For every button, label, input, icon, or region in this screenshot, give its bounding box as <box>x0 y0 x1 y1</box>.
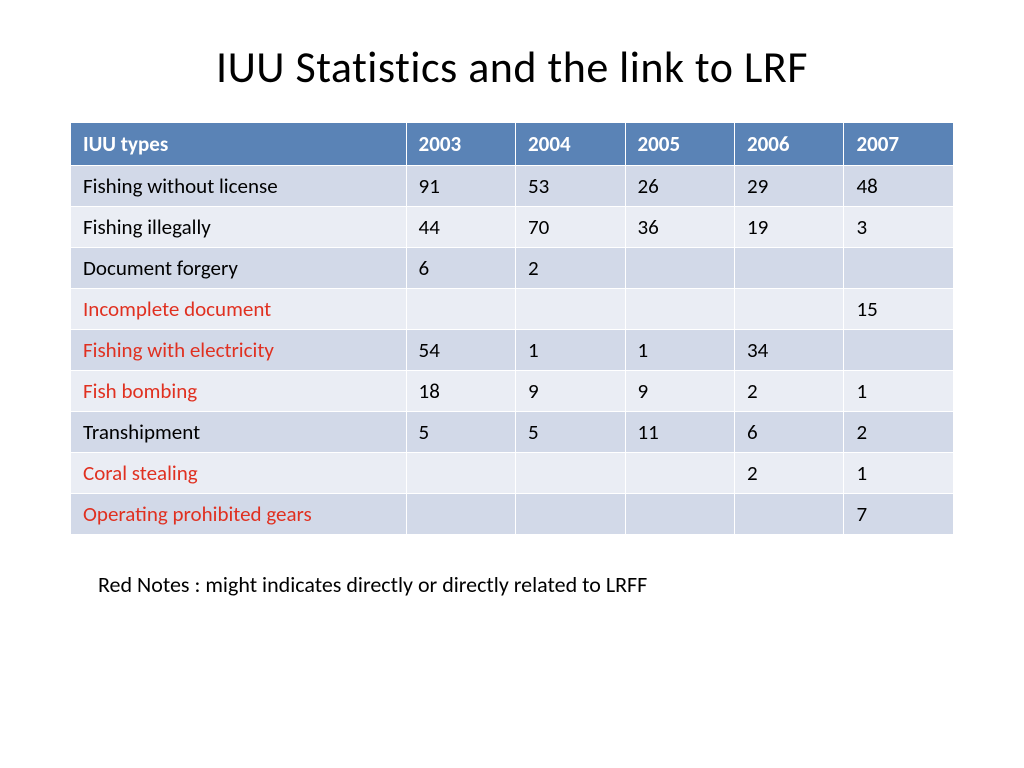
row-label: Fishing illegally <box>71 207 407 248</box>
table-cell: 1 <box>844 453 954 494</box>
table-cell: 6 <box>735 412 844 453</box>
table-cell: 44 <box>406 207 515 248</box>
table-cell: 1 <box>516 330 625 371</box>
table-header-row: IUU types 2003 2004 2005 2006 2007 <box>71 123 954 166</box>
table-cell: 2 <box>735 453 844 494</box>
table-cell: 3 <box>844 207 954 248</box>
table-cell <box>735 248 844 289</box>
table-cell <box>844 248 954 289</box>
table-cell: 91 <box>406 166 515 207</box>
table-cell <box>625 248 734 289</box>
table-cell: 54 <box>406 330 515 371</box>
table-cell: 7 <box>844 494 954 535</box>
table-cell: 29 <box>735 166 844 207</box>
table-cell: 36 <box>625 207 734 248</box>
table-cell <box>516 494 625 535</box>
table-cell: 34 <box>735 330 844 371</box>
table-cell <box>406 453 515 494</box>
table-cell: 5 <box>516 412 625 453</box>
table-cell <box>516 289 625 330</box>
table-cell <box>406 494 515 535</box>
table-cell <box>625 453 734 494</box>
col-header-2005: 2005 <box>625 123 734 166</box>
col-header-2007: 2007 <box>844 123 954 166</box>
col-header-types: IUU types <box>71 123 407 166</box>
footnote-text: Red Notes : might indicates directly or … <box>98 571 954 598</box>
table-row: Document forgery62 <box>71 248 954 289</box>
table-row: Fishing with electricity541134 <box>71 330 954 371</box>
col-header-2006: 2006 <box>735 123 844 166</box>
table-cell: 26 <box>625 166 734 207</box>
table-cell: 11 <box>625 412 734 453</box>
table-cell: 70 <box>516 207 625 248</box>
table-row: Fishing without license9153262948 <box>71 166 954 207</box>
row-label: Document forgery <box>71 248 407 289</box>
col-header-2003: 2003 <box>406 123 515 166</box>
table-cell: 1 <box>625 330 734 371</box>
iuu-statistics-table: IUU types 2003 2004 2005 2006 2007 Fishi… <box>70 122 954 535</box>
table-row: Fishing illegally447036193 <box>71 207 954 248</box>
row-label: Fish bombing <box>71 371 407 412</box>
table-row: Transhipment551162 <box>71 412 954 453</box>
table-cell: 2 <box>516 248 625 289</box>
table-body: Fishing without license9153262948Fishing… <box>71 166 954 535</box>
table-cell <box>844 330 954 371</box>
table-cell: 6 <box>406 248 515 289</box>
table-cell: 1 <box>844 371 954 412</box>
slide-title: IUU Statistics and the link to LRF <box>70 40 954 94</box>
table-cell: 2 <box>735 371 844 412</box>
table-cell: 48 <box>844 166 954 207</box>
table-cell <box>625 289 734 330</box>
table-cell: 9 <box>516 371 625 412</box>
row-label: Fishing with electricity <box>71 330 407 371</box>
table-cell: 2 <box>844 412 954 453</box>
table-cell: 15 <box>844 289 954 330</box>
row-label: Fishing without license <box>71 166 407 207</box>
table-row: Coral stealing 21 <box>71 453 954 494</box>
table-cell <box>625 494 734 535</box>
table-cell: 53 <box>516 166 625 207</box>
table-row: Fish bombing189921 <box>71 371 954 412</box>
table-row: Operating prohibited gears 7 <box>71 494 954 535</box>
table-cell <box>406 289 515 330</box>
row-label: Coral stealing <box>71 453 407 494</box>
row-label: Operating prohibited gears <box>71 494 407 535</box>
table-cell: 5 <box>406 412 515 453</box>
table-cell <box>735 289 844 330</box>
table-cell: 19 <box>735 207 844 248</box>
table-cell <box>735 494 844 535</box>
col-header-2004: 2004 <box>516 123 625 166</box>
row-label: Transhipment <box>71 412 407 453</box>
table-cell: 9 <box>625 371 734 412</box>
table-cell <box>516 453 625 494</box>
row-label: Incomplete document <box>71 289 407 330</box>
table-row: Incomplete document 15 <box>71 289 954 330</box>
slide: IUU Statistics and the link to LRF IUU t… <box>0 0 1024 768</box>
table-cell: 18 <box>406 371 515 412</box>
